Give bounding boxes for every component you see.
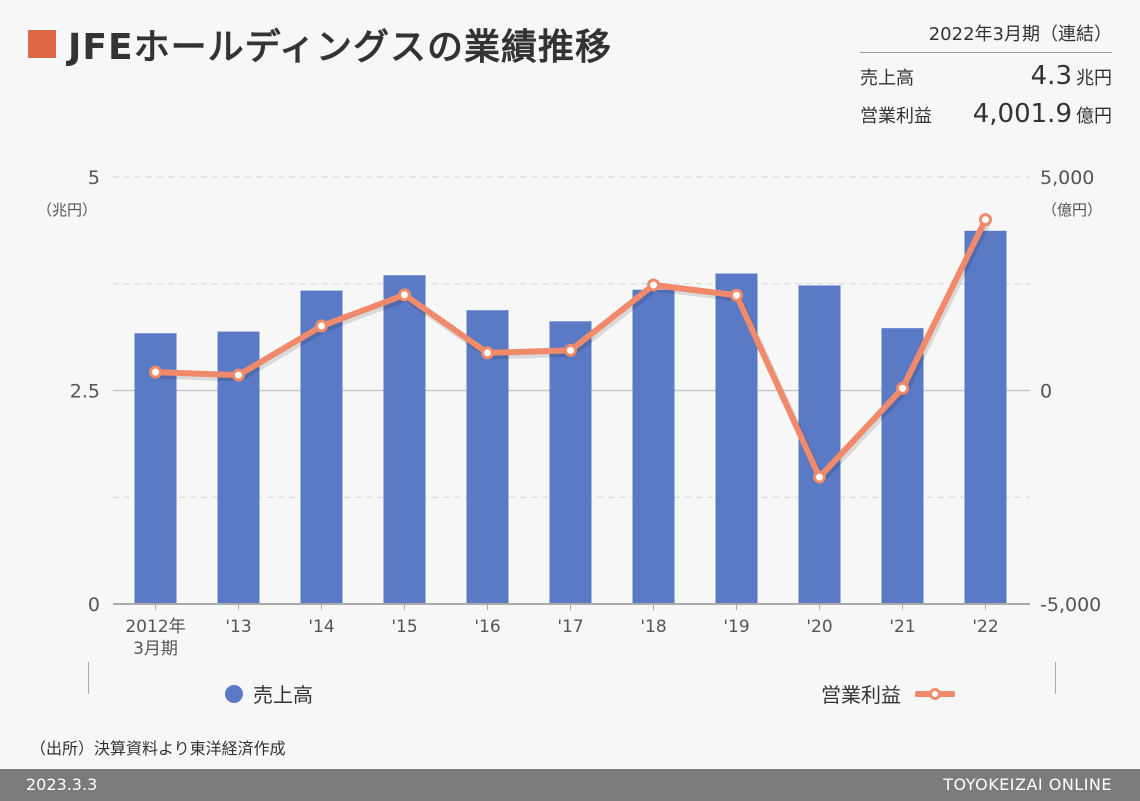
title-marker: [28, 30, 56, 58]
op-point: [232, 368, 245, 382]
x-tick-label: '18: [640, 617, 666, 637]
left-tick-label: 2.5: [70, 381, 100, 403]
summary-panel: 2022年3月期（連結） 売上高 4.3 兆円 営業利益 4,001.9 億円: [860, 20, 1112, 129]
legend-item-sales: 売上高: [225, 679, 313, 708]
footer-brand: TOYOKEIZAI ONLINE: [943, 775, 1112, 794]
x-tick-label: 2012年: [125, 617, 185, 637]
legend: 売上高 営業利益: [88, 662, 1056, 707]
x-tick-label: '17: [557, 617, 583, 637]
chart-title: JFEホールディングスの業績推移: [68, 27, 613, 68]
x-tick-label: 3月期: [133, 639, 178, 659]
bar: [549, 321, 592, 604]
op-point: [647, 278, 660, 292]
summary-sales-row: 売上高 4.3 兆円: [860, 61, 1112, 91]
op-point: [315, 319, 328, 333]
bar: [881, 328, 924, 604]
source-note: （出所）決算資料より東洋経済作成: [30, 739, 286, 758]
x-tick-label: '19: [723, 617, 749, 637]
summary-sales-label: 売上高: [860, 68, 914, 89]
right-axis-unit: （億円）: [1042, 201, 1102, 219]
left-tick-label: 5: [88, 167, 100, 189]
x-tick-label: '22: [972, 617, 998, 637]
legend-item-op: 営業利益: [821, 679, 955, 708]
footer-date: 2023.3.3: [26, 775, 98, 794]
right-tick-label: 0: [1040, 381, 1052, 403]
summary-op-label: 営業利益: [860, 106, 932, 127]
summary-sales-unit: 兆円: [1076, 68, 1112, 89]
right-tick-label: 5,000: [1040, 167, 1094, 189]
bar: [383, 275, 426, 604]
op-point: [398, 288, 411, 302]
left-tick-label: 0: [88, 594, 100, 616]
legend-sales-swatch: [225, 684, 243, 703]
x-tick-label: '21: [889, 617, 915, 637]
title-row: JFEホールディングスの業績推移: [28, 18, 612, 70]
summary-op-row: 営業利益 4,001.9 億円: [860, 99, 1112, 129]
op-point: [979, 213, 992, 227]
op-point: [481, 346, 494, 360]
op-point: [813, 470, 826, 484]
x-tick-label: '16: [474, 617, 500, 637]
op-point: [564, 343, 577, 357]
summary-op-value: 4,001.9: [972, 99, 1072, 129]
x-tick-label: '14: [308, 617, 334, 637]
op-point: [149, 365, 162, 379]
bar: [632, 289, 675, 604]
x-tick-label: '13: [225, 617, 251, 637]
summary-sales-value: 4.3: [1030, 61, 1072, 91]
bar: [964, 230, 1007, 604]
left-axis-unit: （兆円）: [37, 201, 97, 219]
x-tick-label: '20: [806, 617, 832, 637]
legend-op-swatch: [915, 687, 955, 700]
summary-op-unit: 億円: [1076, 106, 1112, 127]
bar: [300, 290, 343, 604]
legend-sales-label: 売上高: [253, 683, 313, 707]
right-tick-label: -5,000: [1040, 594, 1101, 616]
summary-period: 2022年3月期（連結）: [860, 20, 1112, 53]
op-point: [730, 288, 743, 302]
x-tick-label: '15: [391, 617, 417, 637]
op-point: [896, 381, 909, 395]
footer-bar: 2023.3.3 TOYOKEIZAI ONLINE: [0, 769, 1140, 801]
legend-op-label: 営業利益: [821, 683, 901, 707]
